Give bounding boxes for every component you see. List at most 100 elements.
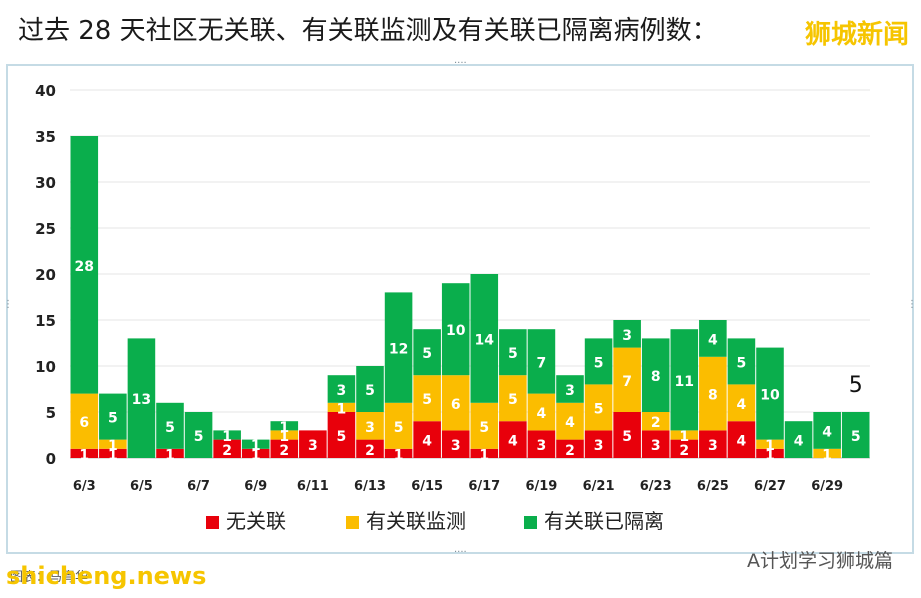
bar-segment <box>270 439 299 458</box>
data-label: 7 <box>537 355 547 371</box>
x-tick-label: 6/5 <box>130 479 153 494</box>
resize-handle-top-icon[interactable]: ···· <box>454 58 467 69</box>
legend-swatch <box>524 516 537 529</box>
data-label: 1 <box>765 438 775 454</box>
bar-segment <box>356 412 384 440</box>
bar-segment <box>584 384 613 431</box>
resize-handle-bottom-icon[interactable]: ···· <box>454 547 467 558</box>
bar-segment <box>384 292 413 403</box>
data-label: 1 <box>108 438 118 454</box>
bar-segment <box>584 338 613 385</box>
data-label: 11 <box>675 374 694 390</box>
bar-segment <box>299 430 327 458</box>
bar-segment <box>527 430 556 458</box>
data-label: 1 <box>479 447 489 463</box>
data-label: 7 <box>622 374 632 390</box>
data-label: 5 <box>108 411 118 427</box>
bar-segment <box>756 347 784 440</box>
data-label: 1 <box>79 447 89 463</box>
bar-segment <box>384 402 413 449</box>
data-label: 1 <box>679 429 689 445</box>
data-label: 4 <box>794 434 804 450</box>
bar-segment <box>841 412 870 458</box>
legend-swatch <box>346 516 359 529</box>
data-label: 3 <box>594 438 604 454</box>
data-label: 1 <box>108 447 118 463</box>
data-label: 5 <box>194 429 204 445</box>
data-label: 12 <box>389 342 408 358</box>
x-tick-label: 6/29 <box>811 479 843 494</box>
bar-segment <box>356 439 384 458</box>
data-label: 4 <box>422 434 432 450</box>
bar-segment <box>670 430 699 440</box>
legend-label: 有关联已隔离 <box>544 509 664 533</box>
data-label: 2 <box>222 443 232 459</box>
bar-segment <box>99 439 127 449</box>
chart-source: 图表：马青华 <box>10 570 89 585</box>
data-label: 28 <box>75 259 94 275</box>
bar-segment <box>727 421 756 458</box>
data-label: 3 <box>365 420 375 436</box>
data-label: 4 <box>708 332 718 348</box>
x-tick-label: 6/17 <box>468 479 500 494</box>
legend-swatch <box>206 516 219 529</box>
bar-segment <box>613 347 641 412</box>
x-tick-label: 6/23 <box>640 479 672 494</box>
bar-segment <box>641 412 670 431</box>
x-tick-label: 6/27 <box>754 479 786 494</box>
data-label: 5 <box>622 429 632 445</box>
data-label: 3 <box>308 438 318 454</box>
data-label: 5 <box>594 401 604 417</box>
y-tick-label: 5 <box>46 404 56 422</box>
bar-segment <box>270 430 299 440</box>
bar-segment <box>241 439 270 449</box>
bar-segment <box>70 393 99 449</box>
data-label: 5 <box>479 420 489 436</box>
x-tick-label: 6/7 <box>187 479 210 494</box>
data-label: 5 <box>165 420 175 436</box>
data-label: 1 <box>222 429 232 445</box>
data-label: 5 <box>422 346 432 362</box>
bar-segment <box>413 421 441 458</box>
x-tick-label: 6/15 <box>411 479 443 494</box>
chart-frame: ···· ···· ⋮ ⋮ 0 5 10 15 20 25 30 35 40 1 6 28 1 1 5 13 1… <box>3 58 917 558</box>
y-tick-label: 0 <box>46 450 56 468</box>
bar-segment <box>270 421 299 431</box>
resize-handle-left-icon[interactable]: ⋮ <box>3 299 13 310</box>
bar-segment <box>327 402 356 412</box>
bar-segment <box>556 402 584 440</box>
data-label: 14 <box>475 332 495 348</box>
x-tick-label: 6/11 <box>297 479 329 494</box>
resize-handle-right-icon[interactable]: ⋮ <box>907 299 917 310</box>
bar-segment <box>556 439 584 458</box>
bar-segment <box>441 375 470 431</box>
y-tick-label: 35 <box>35 128 56 146</box>
bar-segment <box>384 448 413 458</box>
bar-segment <box>699 320 727 357</box>
bar-segment <box>470 274 499 403</box>
bar-segment <box>327 375 356 403</box>
data-label: 5 <box>851 429 861 445</box>
x-tick-label: 6/13 <box>354 479 386 494</box>
data-label: 5 <box>508 346 518 362</box>
y-tick-label: 30 <box>35 174 56 192</box>
data-label: 8 <box>708 388 718 404</box>
bar-segment <box>213 430 241 440</box>
data-label: 1 <box>279 420 289 436</box>
y-tick-label: 10 <box>35 358 56 376</box>
data-label: 5 <box>594 355 604 371</box>
data-label: 3 <box>565 383 575 399</box>
bar-segment <box>99 393 127 440</box>
bar-segment <box>70 136 99 394</box>
data-label: 3 <box>708 438 718 454</box>
data-label: 10 <box>446 323 466 339</box>
brand-logo-text: 狮城新闻 <box>804 20 909 50</box>
data-label: 13 <box>132 392 151 408</box>
data-label: 5 <box>422 392 432 408</box>
x-tick-label: 6/19 <box>525 479 557 494</box>
x-tick-label: 6/9 <box>244 479 267 494</box>
data-label: 1 <box>822 447 832 463</box>
bar-segment <box>499 421 527 458</box>
bar-segment <box>99 448 127 458</box>
bar-segment <box>613 412 641 458</box>
